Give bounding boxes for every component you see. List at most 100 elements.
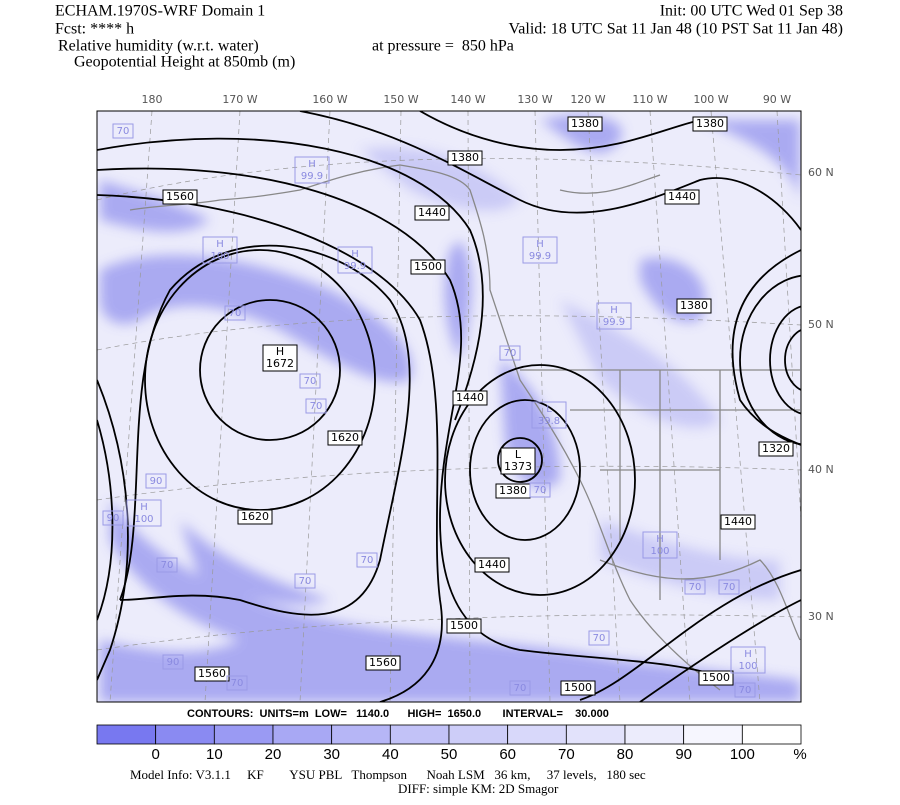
init-time: Init: 00 UTC Wed 01 Sep 38 [660,3,843,20]
forecast: Fcst: **** h [55,21,134,38]
contour-label-box [447,150,483,166]
pressure-center-kind: H [276,345,284,358]
field-label: Geopotential Height at 850mb (m) [74,54,295,71]
humidity-label: 90 [167,657,180,668]
humidity-label: 90 [150,476,163,487]
contour-label: 1380 [499,484,527,497]
colorbar-swatch [272,724,333,745]
colorbar-label: 90 [675,746,692,763]
pressure-center-kind: H [610,305,618,316]
humidity-label-box [162,654,184,670]
latitude-label: 50 N [808,318,834,331]
humidity-label: 70 [229,308,242,319]
colorbar-swatch [507,724,567,745]
colorbar-label: 30 [323,746,340,763]
pressure-center-value: 39.8 [538,416,560,427]
pressure-center-box [294,156,330,184]
humidity-label-box [529,482,551,498]
colorbar-swatch [565,724,626,745]
contour-label: 1560 [198,667,226,680]
contour-label-box [365,655,401,671]
pressure-center-kind: H [744,649,752,660]
colorbar-swatch [741,724,802,745]
humidity-label-box [305,398,327,414]
humidity-label-box [734,682,756,698]
pressure-center-value: 100 [738,661,757,672]
pressure-center-value: 99.9 [301,171,323,182]
humidity-label: 70 [231,678,244,689]
humidity-label: 70 [514,683,527,694]
colorbar-label: 70 [558,746,575,763]
longitude-label: 130 W [517,93,552,106]
humidity-label: 70 [310,401,323,412]
humidity-label: 70 [689,582,702,593]
pressure-center-value: 99.9 [529,251,551,262]
humidity-label: 70 [739,685,752,696]
graticule [97,111,801,702]
pressure-center-kind: L [515,448,522,461]
humidity-label-box [145,473,167,489]
contour-label-box [194,666,230,682]
contour-label: 1440 [478,558,506,571]
contour-label-box [237,509,273,525]
longitude-label: 170 W [222,93,257,106]
contour-label-box [692,116,728,132]
contour-label: 1440 [418,206,446,219]
contour-label: 1620 [331,431,359,444]
colorbar-label: 100 [730,746,755,763]
contour-label: 1500 [564,681,592,694]
contour-label: 1560 [166,190,194,203]
pressure-center-box [262,344,298,372]
valid-time: Valid: 18 UTC Sat 11 Jan 48 (10 PST Sat … [508,21,843,38]
contour-label: 1620 [241,510,269,523]
humidity-label-box [112,123,134,139]
colorbar-label: 20 [265,746,282,763]
latitude-label: 60 N [808,166,834,179]
model-info: Model Info: V3.1.1 KF YSU PBL Thompson N… [130,767,646,782]
contour-label: 1380 [571,117,599,130]
contour-label-box [758,441,794,457]
pressure-center-value: 99.9 [603,317,625,328]
pressure-center-kind: L [546,404,552,415]
pressure-center-value: 99.9 [344,261,366,272]
contour-label: 1440 [668,190,696,203]
humidity-label-box [499,345,521,361]
contour-label-box [676,298,712,314]
pressure-center-kind: H [140,502,148,513]
pressure-center-box [522,236,558,264]
contour-label-box [327,430,363,446]
contour-label: 1500 [450,619,478,632]
pressure-center-kind: H [351,249,359,260]
contour-info: CONTOURS: UNITS=m LOW= 1140.0 HIGH= 1650… [187,708,609,720]
colorbar-swatch [331,724,391,745]
contour-label-box [410,259,446,275]
humidity-label: 70 [161,560,174,571]
pressure-center-box [126,499,162,527]
latitude-label: 40 N [808,463,834,476]
contour-label: 1380 [696,117,724,130]
colorbar-label: 50 [441,746,458,763]
longitude-label: 100 W [693,93,728,106]
contour-label-box [698,670,734,686]
contour-label: 1380 [451,151,479,164]
humidity-label: 70 [117,126,130,137]
humidity-label-box [294,573,316,589]
colorbar-unit: % [793,746,806,763]
humidity-label-box [224,305,246,321]
humidity-label-box [509,680,531,696]
pressure-center-box [337,246,373,274]
contour-label: 1440 [456,391,484,404]
humidity-label-box [299,373,321,389]
humidity-label: 90 [107,513,120,524]
contour-label: 1440 [724,515,752,528]
pressure-center-box [642,531,678,559]
contour-label: 1560 [369,656,397,669]
colorbar-swatch [213,724,274,745]
contour-label: 1320 [762,442,790,455]
map-frame [96,110,802,703]
contour-label-box [567,116,603,132]
contour-label-box [474,557,510,573]
pressure-center-value: 1672 [266,357,294,370]
colorbar-label: 0 [151,746,159,763]
